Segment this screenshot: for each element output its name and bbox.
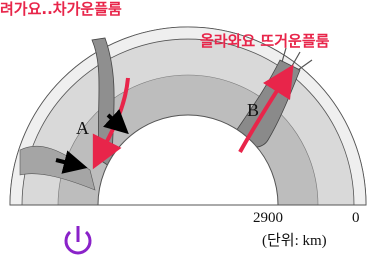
hot-plume-note: 올라와요 뜨거운플룸: [200, 32, 330, 50]
cold-plume-note: 려가요..차가운플룸: [0, 0, 122, 18]
scale-inner: 2900: [253, 210, 283, 226]
page: 려가요..차가운플룸 올라와요 뜨거운플룸 A B 2900 0 (단위: km…: [0, 0, 372, 255]
label-a: A: [76, 118, 89, 138]
diagram: 려가요..차가운플룸 올라와요 뜨거운플룸 A B 2900 0 (단위: km…: [0, 0, 372, 255]
scale-unit: (단위: km): [262, 232, 327, 249]
label-b: B: [247, 100, 259, 120]
scale-outer: 0: [352, 210, 360, 226]
power-icon[interactable]: [66, 226, 90, 253]
